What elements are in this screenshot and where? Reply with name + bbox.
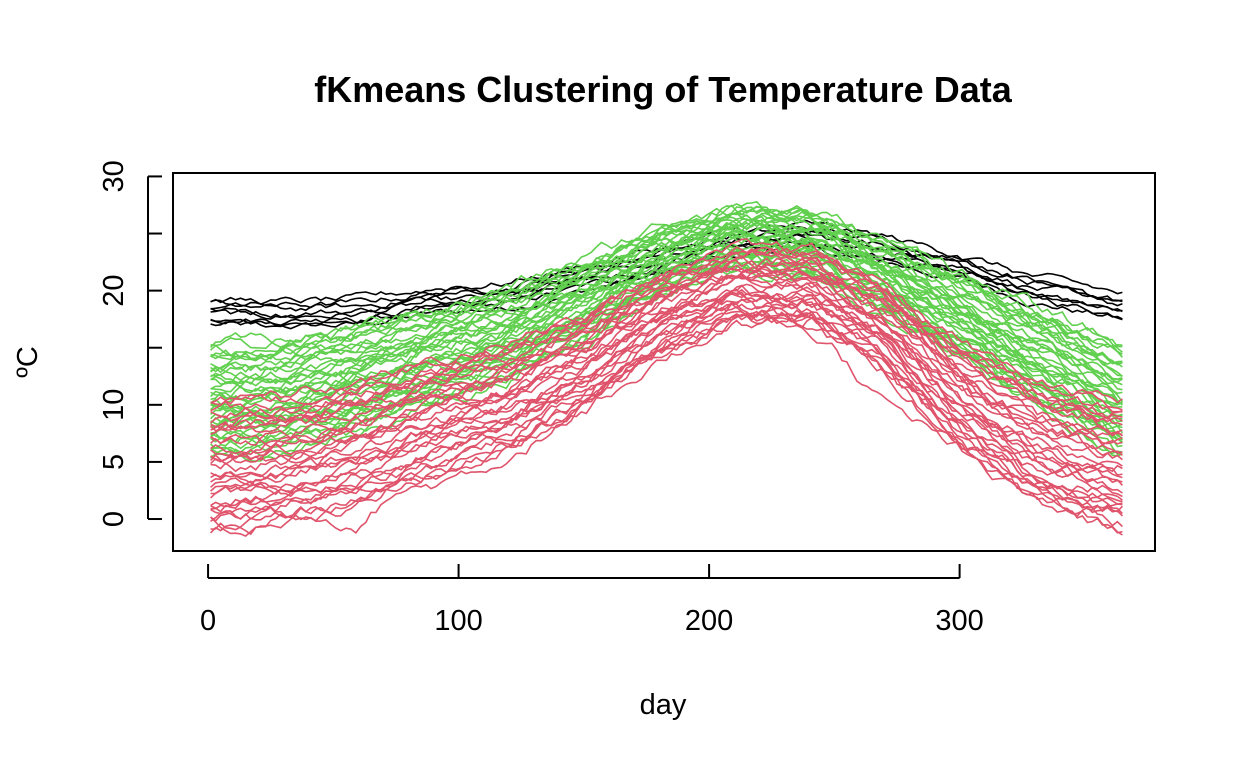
y-tick-label: 0 <box>98 511 130 527</box>
series-curve <box>210 256 1123 432</box>
series-curve <box>210 313 1123 522</box>
y-tick-label: 30 <box>98 160 130 192</box>
plot-frame <box>172 172 1156 552</box>
series-curve <box>210 246 1123 424</box>
x-tick-label: 200 <box>685 605 733 637</box>
series-curve <box>210 284 1123 480</box>
series-curve <box>210 216 1123 377</box>
series-curve <box>210 241 1123 426</box>
series-curve <box>210 298 1123 538</box>
x-tick-label: 100 <box>434 605 482 637</box>
y-axis: 0 5 10 20 30 <box>98 160 162 527</box>
series-curve <box>210 218 1123 388</box>
plot-lines <box>209 200 1124 538</box>
x-axis-label: day <box>640 689 687 721</box>
series-curve <box>210 238 1123 411</box>
y-tick-label: 5 <box>98 454 130 470</box>
series-curve <box>209 243 1123 425</box>
x-axis: 0 100 200 300 <box>200 564 984 637</box>
x-tick-label: 300 <box>935 605 983 637</box>
series-curve <box>210 221 1123 378</box>
x-tick-label: 0 <box>200 605 216 637</box>
y-tick-label: 10 <box>98 389 130 421</box>
series-curve <box>210 224 1123 385</box>
series-curve <box>210 301 1123 507</box>
series-curve <box>210 255 1123 437</box>
y-tick-label: 20 <box>98 274 130 306</box>
series-curve <box>210 312 1123 528</box>
series-curve <box>210 246 1123 406</box>
series-curve <box>210 262 1123 462</box>
series-curve <box>210 247 1123 420</box>
series-curve <box>210 297 1123 499</box>
series-curve <box>210 310 1123 520</box>
series-curve <box>210 306 1123 513</box>
series-curve <box>210 291 1123 488</box>
chart-title: fKmeans Clustering of Temperature Data <box>314 69 1012 110</box>
y-axis-label: ºC <box>12 346 44 378</box>
series-curve <box>210 206 1123 349</box>
